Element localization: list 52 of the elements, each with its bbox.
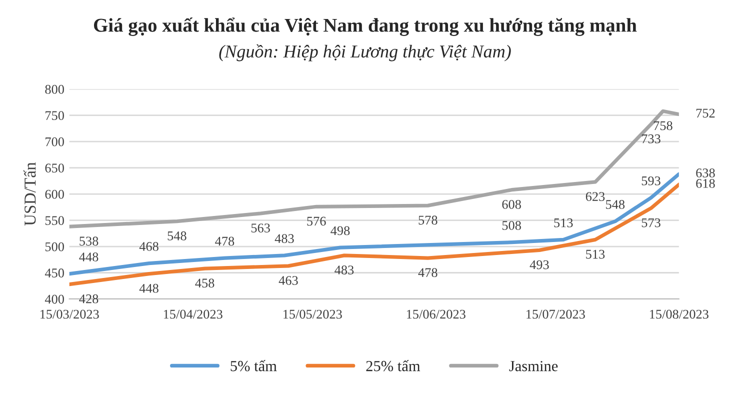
- data-label: 428: [79, 294, 98, 304]
- data-label: 513: [586, 250, 605, 259]
- y-tick-label: 700: [46, 137, 64, 146]
- y-tick-label: 450: [44, 268, 64, 278]
- data-label: 733: [642, 134, 660, 144]
- data-label: 458: [195, 278, 214, 288]
- x-tick-label: 15/04/2023: [164, 310, 222, 319]
- chart-subtitle: (Nguồn: Hiệp hội Lương thực Việt Nam): [219, 44, 511, 62]
- x-tick-label: 15/07/2023: [526, 310, 585, 319]
- data-label: 563: [251, 224, 270, 232]
- data-label: 513: [554, 218, 573, 228]
- data-label: 593: [642, 176, 660, 186]
- data-label: 483: [334, 266, 354, 274]
- data-label: 498: [330, 226, 350, 236]
- data-label: 618: [696, 178, 715, 188]
- data-label: 623: [586, 192, 605, 201]
- data-label: 478: [215, 236, 234, 246]
- chart-title: Giá gạo xuất khẩu của Việt Nam đang trong xu hướng tăng mạnh: [94, 18, 637, 36]
- data-label: 578: [418, 216, 438, 225]
- data-label: 508: [502, 221, 521, 230]
- data-label: 608: [502, 200, 521, 209]
- y-tick-label: 600: [45, 190, 64, 199]
- data-label: 483: [274, 234, 294, 244]
- data-label: 538: [80, 236, 98, 246]
- line-series: [69, 172, 679, 276]
- y-axis-title: USD/Tấn: [24, 162, 36, 226]
- data-label: 478: [418, 268, 438, 278]
- y-tick-label: 500: [45, 242, 64, 252]
- y-tick-label: 550: [45, 216, 64, 225]
- y-tick-label: 800: [45, 84, 64, 94]
- data-label: 448: [79, 252, 98, 262]
- legend-label: 25% tấm: [366, 360, 420, 372]
- data-label: 638: [696, 168, 715, 178]
- legend-label: Jasmine: [509, 360, 558, 372]
- data-label: 548: [168, 231, 186, 240]
- y-tick-label: 650: [45, 164, 64, 173]
- data-label: 548: [606, 200, 625, 209]
- y-tick-label: 400: [44, 294, 64, 304]
- data-label: 448: [139, 284, 158, 293]
- y-tick-label: 750: [46, 111, 64, 120]
- data-label: 493: [530, 260, 549, 270]
- data-label: 758: [654, 121, 672, 130]
- x-tick-label: 15/06/2023: [406, 310, 466, 319]
- x-tick-label: 15/08/2023: [650, 310, 708, 319]
- legend-label: 5% tấm: [230, 360, 277, 372]
- x-tick-label: 15/03/2023: [40, 310, 99, 319]
- x-tick-label: 15/05/2023: [283, 310, 342, 319]
- data-label: 752: [696, 108, 715, 118]
- data-label: 468: [139, 242, 158, 251]
- data-label: 463: [278, 276, 298, 285]
- data-label: 573: [642, 218, 660, 228]
- data-label: 576: [307, 216, 326, 226]
